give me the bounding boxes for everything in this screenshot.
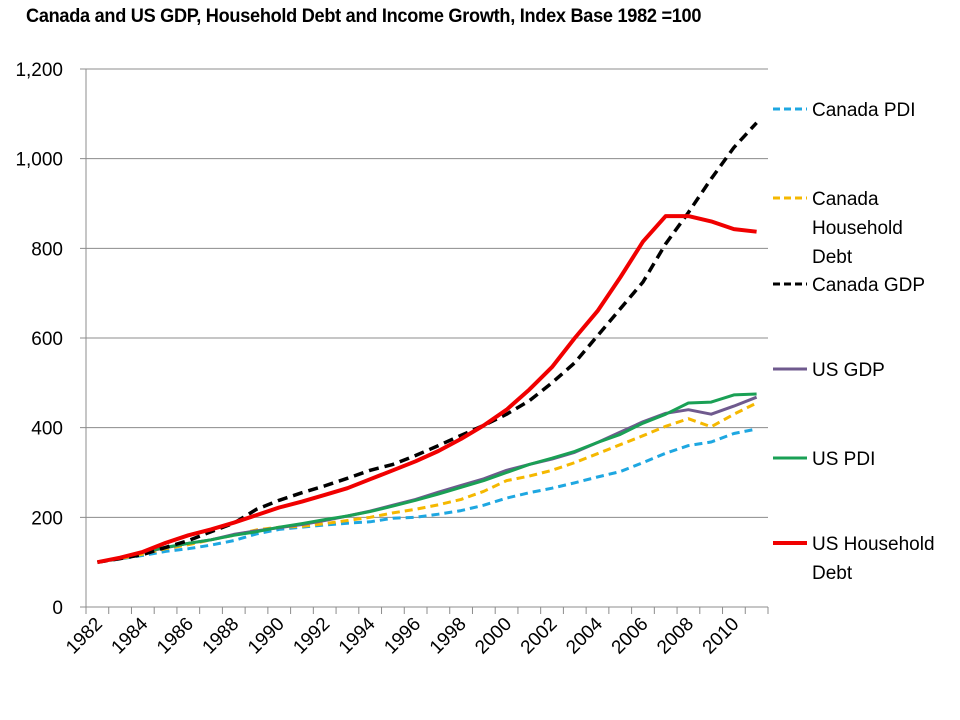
x-tick-label: 1996 bbox=[380, 614, 425, 659]
x-tick-label: 1986 bbox=[153, 614, 198, 659]
x-tick-label: 1990 bbox=[244, 614, 289, 659]
x-tick-label: 1982 bbox=[62, 614, 107, 659]
legend-label: US Household Debt bbox=[812, 534, 935, 584]
y-tick-label: 1,000 bbox=[15, 150, 63, 171]
legend-label: US PDI bbox=[812, 449, 875, 470]
series-line-canada-gdp bbox=[97, 121, 758, 564]
x-tick-label: 2002 bbox=[517, 614, 562, 659]
y-axis-tick-labels: 0 200 400 600 800 1,000 1,200 bbox=[15, 60, 63, 619]
x-tick-label: 2004 bbox=[562, 613, 607, 658]
x-tick-label: 2008 bbox=[653, 614, 698, 659]
legend-item: US GDP bbox=[773, 360, 885, 381]
legend-label: Canada Household Debt bbox=[812, 189, 903, 268]
y-tick-label: 400 bbox=[31, 419, 63, 440]
series-line-us-pdi bbox=[97, 392, 757, 564]
gridlines bbox=[80, 68, 768, 608]
y-tick-label: 1,200 bbox=[15, 60, 63, 81]
series-line-canada-pdi bbox=[97, 427, 757, 564]
legend-item: Canada Household Debt bbox=[773, 189, 903, 268]
legend-label: Canada GDP bbox=[812, 275, 925, 296]
x-tick-label: 2006 bbox=[608, 614, 653, 659]
x-tick-label: 1992 bbox=[289, 614, 334, 659]
x-tick-label: 1994 bbox=[335, 613, 380, 658]
legend-item: Canada GDP bbox=[773, 275, 925, 296]
legend-label: US GDP bbox=[812, 360, 885, 381]
y-tick-label: 800 bbox=[31, 239, 63, 260]
legend-label: Canada PDI bbox=[812, 100, 916, 121]
legend-item: Canada PDI bbox=[773, 100, 916, 121]
y-tick-label: 200 bbox=[31, 508, 63, 529]
y-tick-label: 0 bbox=[52, 598, 63, 619]
x-tick-label: 1988 bbox=[199, 614, 244, 659]
chart-title: Canada and US GDP, Household Debt and In… bbox=[26, 5, 702, 27]
legend-item: US PDI bbox=[773, 449, 875, 470]
x-tick-label: 2010 bbox=[699, 614, 744, 659]
x-tick-label: 1984 bbox=[108, 613, 153, 658]
series-line-us-household-debt bbox=[97, 214, 757, 565]
legend: Canada PDI Canada Household Debt Canada GDP U… bbox=[773, 100, 935, 584]
x-axis: 1982 1984 1986 1988 1990 1992 1994 1996 1998 2000… bbox=[62, 69, 769, 659]
x-tick-label: 1998 bbox=[426, 614, 471, 659]
x-tick-label: 2000 bbox=[471, 614, 516, 659]
series-lines bbox=[97, 121, 758, 565]
y-tick-label: 600 bbox=[31, 329, 63, 350]
legend-item: US Household Debt bbox=[773, 534, 935, 584]
